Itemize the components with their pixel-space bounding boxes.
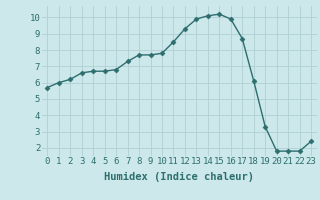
X-axis label: Humidex (Indice chaleur): Humidex (Indice chaleur) bbox=[104, 172, 254, 182]
